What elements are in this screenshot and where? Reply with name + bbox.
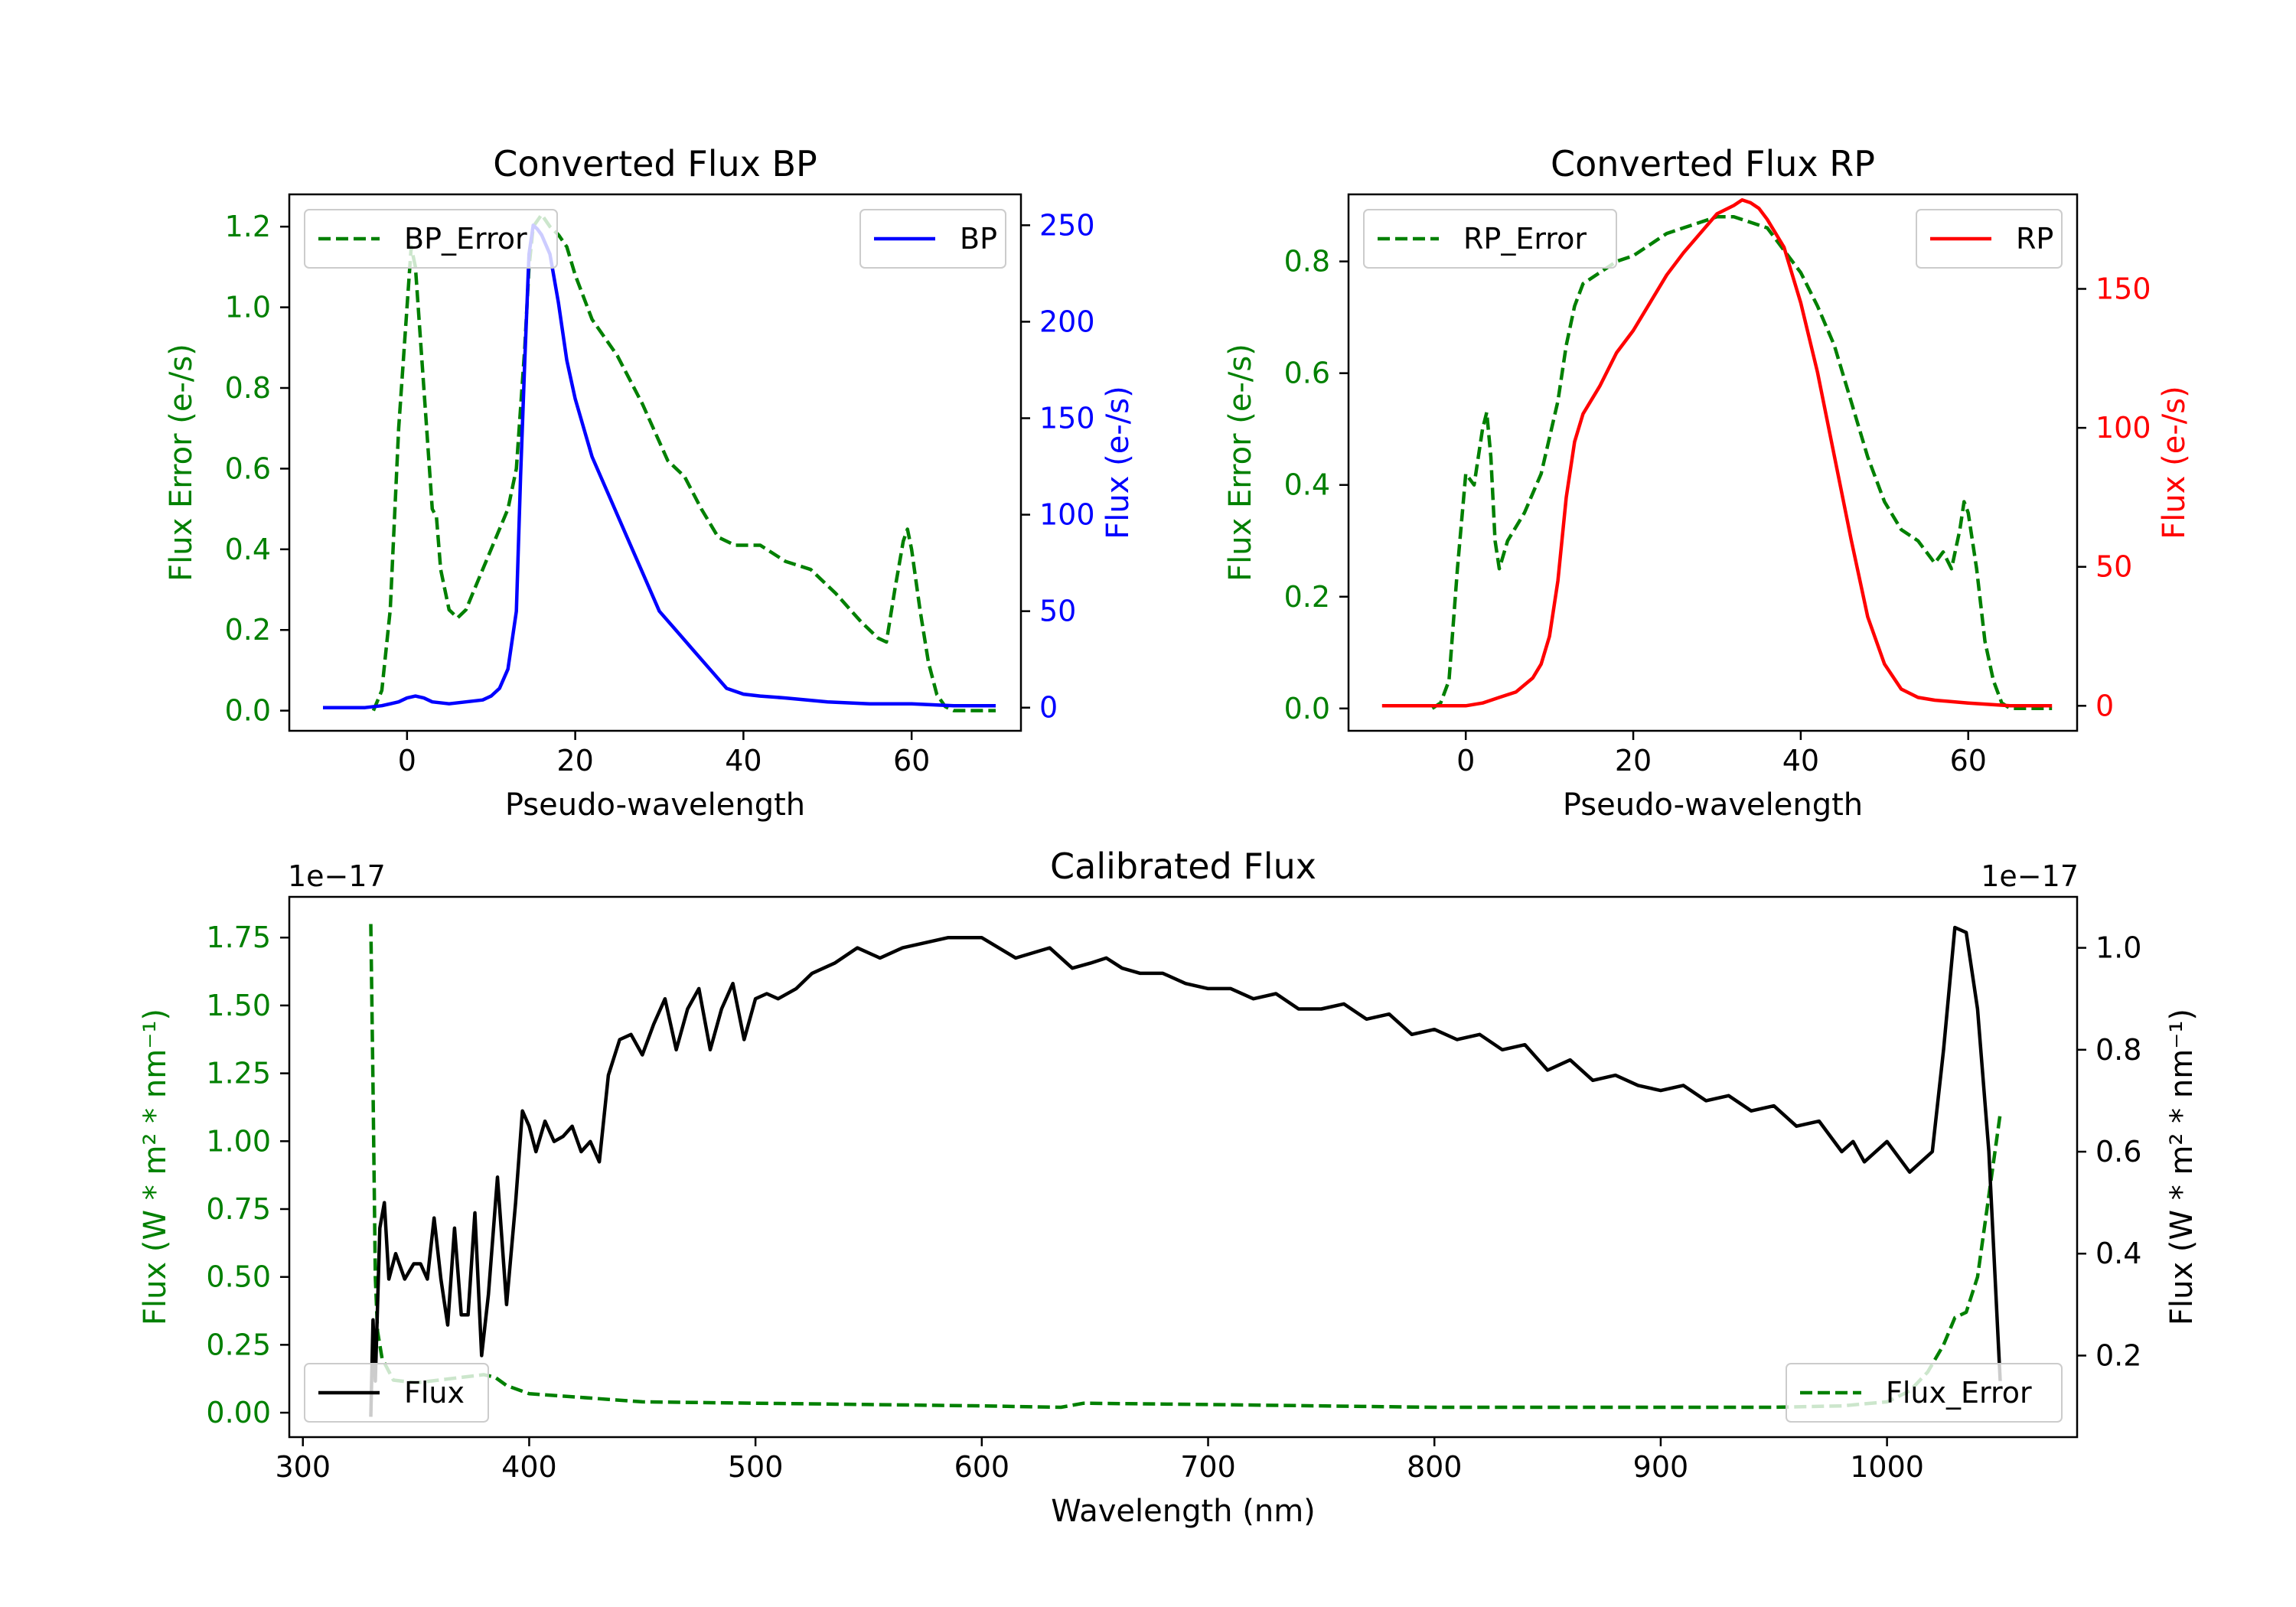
- x-tick-label: 0: [398, 744, 416, 777]
- left-axis-label: Flux Error (e-/s): [1223, 344, 1258, 582]
- x-tick-label: 300: [275, 1450, 331, 1484]
- left-tick-label: 0.00: [206, 1396, 271, 1429]
- legend-flux-error: Flux_Error: [1786, 1363, 2063, 1423]
- legend-label: RP: [2016, 222, 2053, 256]
- left-tick-label: 0.25: [206, 1328, 271, 1361]
- x-tick-label: 40: [725, 744, 762, 777]
- right-tick-label: 100: [1039, 498, 1095, 532]
- right-axis-label: Flux (e-/s): [1101, 386, 1136, 539]
- plot-frame: [288, 193, 1022, 732]
- left-tick-label: 0.0: [1284, 692, 1330, 725]
- x-tick-label: 60: [893, 744, 930, 777]
- legend-bp-error: BP_Error: [304, 209, 558, 269]
- chart-title: Converted Flux BP: [493, 143, 817, 184]
- series-line-bp: [323, 223, 996, 709]
- right-tick-label: 250: [1039, 208, 1095, 242]
- x-tick-label: 1000: [1850, 1450, 1924, 1484]
- left-tick-label: 0.6: [225, 451, 271, 485]
- x-tick-label: 700: [1180, 1450, 1236, 1484]
- chart-panel-3: Calibrated Flux 300 400 500 600 700 800 900 1000…: [138, 846, 2200, 1529]
- x-axis-label: Pseudo-wavelength: [1563, 787, 1863, 823]
- left-axis-label: Flux Error (e-/s): [164, 344, 199, 582]
- right-tick-label: 1.0: [2095, 931, 2141, 965]
- left-tick-label: 0.4: [225, 533, 271, 566]
- x-tick-label: 500: [728, 1450, 784, 1484]
- series-line-rp-error: [1431, 214, 2053, 711]
- legend-flux: Flux: [304, 1363, 489, 1423]
- right-axis-label: Flux (W * m² * nm⁻¹): [2164, 1009, 2200, 1325]
- x-tick-label: 900: [1633, 1450, 1689, 1484]
- x-axis-label: Pseudo-wavelength: [505, 787, 805, 823]
- legend-label: RP_Error: [1463, 222, 1587, 256]
- right-tick-label: 150: [1039, 402, 1095, 435]
- series-line-bp-error: [371, 213, 996, 712]
- series-line-rp: [1381, 198, 2053, 708]
- legend-label: Flux_Error: [1886, 1376, 2032, 1410]
- plot-frame: [1347, 193, 2079, 732]
- left-tick-label: 0.2: [1284, 580, 1330, 614]
- legend-bp: BP: [859, 209, 1006, 269]
- chart-title: Converted Flux RP: [1551, 143, 1875, 184]
- x-tick-label: 800: [1407, 1450, 1463, 1484]
- right-axis-label: Flux (e-/s): [2157, 386, 2192, 539]
- right-tick-label: 0.8: [2095, 1033, 2141, 1067]
- x-tick-label: 20: [556, 744, 593, 777]
- x-axis-label: Wavelength (nm): [1051, 1494, 1316, 1529]
- x-tick-label: 400: [501, 1450, 557, 1484]
- left-tick-label: 0.4: [1284, 468, 1330, 502]
- legend-label: Flux: [404, 1376, 465, 1410]
- x-tick-label: 600: [954, 1450, 1010, 1484]
- left-tick-label: 0.6: [1284, 357, 1330, 390]
- right-tick-label: 0.2: [2095, 1338, 2141, 1372]
- left-tick-label: 0.75: [206, 1192, 271, 1226]
- series-line-flux: [369, 925, 2002, 1417]
- left-tick-label: 0.8: [225, 371, 271, 405]
- right-tick-label: 0: [1039, 691, 1058, 725]
- right-tick-label: 0.6: [2095, 1135, 2141, 1169]
- x-tick-label: 20: [1615, 744, 1652, 777]
- right-tick-label: 150: [2095, 272, 2151, 305]
- left-tick-label: 1.00: [206, 1124, 271, 1158]
- x-tick-label: 0: [1456, 744, 1475, 777]
- legend-label: BP: [960, 222, 997, 256]
- legend-rp-error: RP_Error: [1363, 209, 1617, 269]
- right-tick-label: 50: [1039, 595, 1076, 628]
- right-tick-label: 50: [2095, 550, 2132, 584]
- left-tick-label: 0.0: [225, 694, 271, 728]
- right-tick-label: 0: [2095, 689, 2114, 722]
- right-tick-label: 200: [1039, 305, 1095, 338]
- left-tick-label: 1.2: [225, 210, 271, 243]
- left-offset-text: 1e−17: [288, 859, 386, 893]
- plot-frame: [288, 895, 2079, 1439]
- left-tick-label: 1.50: [206, 989, 271, 1022]
- right-offset-text: 1e−17: [1981, 859, 2079, 893]
- left-tick-label: 0.50: [206, 1260, 271, 1294]
- x-tick-label: 40: [1782, 744, 1819, 777]
- chart-panel-2: Converted Flux RP 0 20 40 60 Pseudo-wavelengt…: [1223, 143, 2192, 823]
- series-line-flux-error: [369, 924, 2002, 1410]
- left-tick-label: 1.0: [225, 291, 271, 324]
- left-tick-label: 1.75: [206, 921, 271, 954]
- left-axis-label: Flux (W * m² * nm⁻¹): [138, 1009, 173, 1325]
- left-tick-label: 0.2: [225, 613, 271, 647]
- chart-title: Calibrated Flux: [1050, 846, 1316, 887]
- x-tick-label: 60: [1950, 744, 1987, 777]
- left-tick-label: 0.8: [1284, 245, 1330, 279]
- right-tick-label: 100: [2095, 411, 2151, 445]
- left-tick-label: 1.25: [206, 1057, 271, 1090]
- right-tick-label: 0.4: [2095, 1237, 2141, 1270]
- legend-label: BP_Error: [404, 222, 527, 256]
- chart-panel-1: Converted Flux BP 0 20 40 60 Pseudo-wavelengt…: [164, 143, 1136, 823]
- legend-rp: RP: [1916, 209, 2063, 269]
